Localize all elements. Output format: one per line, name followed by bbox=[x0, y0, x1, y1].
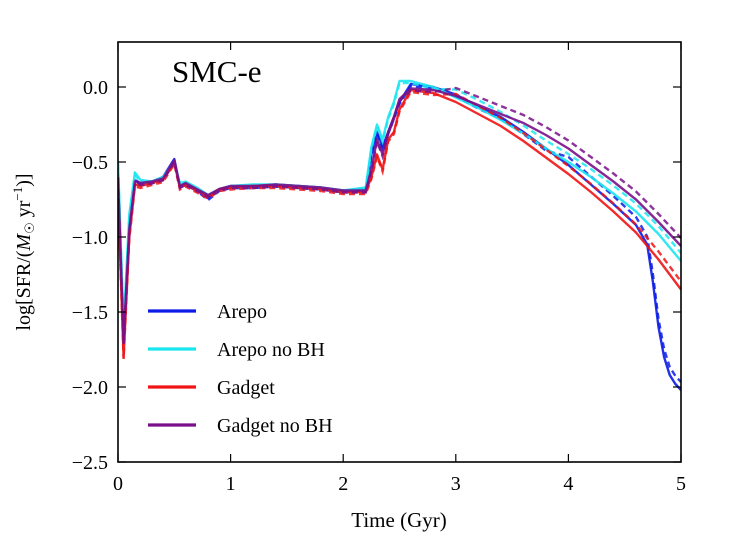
series-line-dashed-3 bbox=[118, 86, 681, 345]
legend-label-1: Arepo no BH bbox=[217, 339, 325, 361]
series-line-dashed-0 bbox=[118, 84, 681, 383]
legend: Arepo Arepo no BH Gadget Gadget no BH bbox=[148, 301, 333, 437]
series-line-0 bbox=[118, 82, 681, 391]
chart-title: SMC-e bbox=[172, 54, 262, 89]
series-line-dashed-2 bbox=[118, 90, 681, 360]
x-tick-label: 1 bbox=[226, 473, 236, 495]
y-tick-label: 0.0 bbox=[83, 77, 108, 99]
y-tick-label: −1.5 bbox=[72, 302, 108, 324]
series-line-3 bbox=[118, 87, 681, 344]
series-line-2 bbox=[118, 88, 681, 359]
legend-label-0: Arepo bbox=[217, 301, 267, 323]
x-tick-label: 5 bbox=[676, 473, 686, 495]
series-line-1 bbox=[118, 79, 681, 329]
y-tick-label: −2.5 bbox=[72, 452, 108, 474]
x-axis-label: Time (Gyr) bbox=[351, 508, 446, 532]
legend-label-3: Gadget no BH bbox=[217, 415, 333, 437]
y-tick-label: −1.0 bbox=[72, 227, 108, 249]
x-tick-label: 4 bbox=[563, 473, 573, 495]
y-axis-label: log[SFR/(M☉ yr−1)] bbox=[10, 173, 37, 330]
legend-label-2: Gadget bbox=[217, 377, 275, 399]
series-line-dashed-1 bbox=[118, 81, 681, 330]
series-layer bbox=[118, 79, 681, 391]
plot-frame bbox=[117, 41, 682, 463]
x-tick-label: 3 bbox=[451, 473, 461, 495]
x-tick-label: 2 bbox=[338, 473, 348, 495]
x-tick-label: 0 bbox=[113, 473, 123, 495]
y-tick-label: −2.0 bbox=[72, 377, 108, 399]
ticks-layer: 0 1 2 3 4 5 −2.5 −2.0 −1.5 −1.0 −0.5 0.0 bbox=[72, 42, 686, 495]
y-tick-label: −0.5 bbox=[72, 152, 108, 174]
